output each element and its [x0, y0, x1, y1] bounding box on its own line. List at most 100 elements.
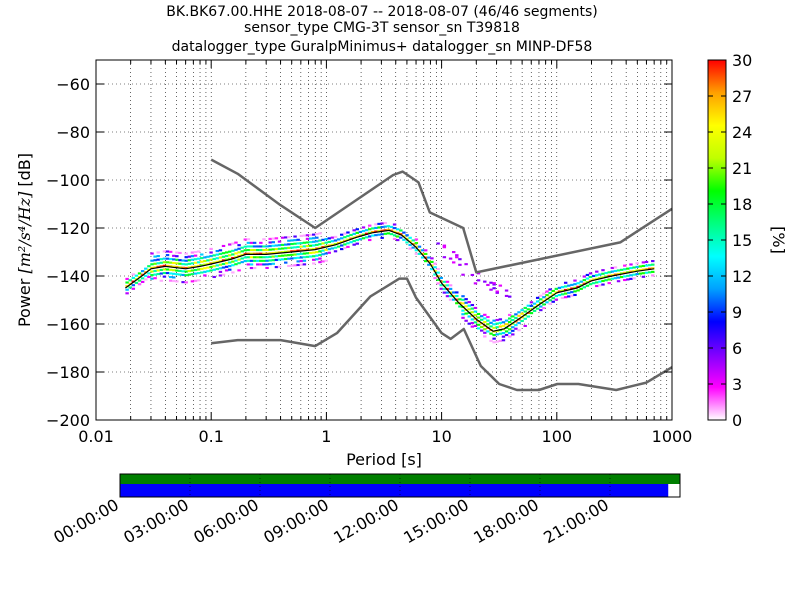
psd-cell — [287, 257, 291, 260]
psd-cell — [520, 312, 524, 315]
psd-cell — [619, 268, 624, 271]
psd-cell — [193, 254, 198, 257]
psd-cell — [380, 233, 384, 236]
psd-cell — [153, 259, 157, 262]
psd-cell — [144, 267, 148, 270]
x-tick-label: 1 — [321, 427, 331, 446]
psd-cell — [243, 260, 248, 263]
psd-cell — [595, 270, 599, 273]
psd-cell — [638, 265, 643, 268]
psd-cell — [417, 249, 422, 252]
psd-cell — [455, 254, 459, 257]
psd-cell — [514, 316, 518, 319]
psd-cell — [290, 253, 294, 256]
y-tick-label: −200 — [46, 411, 90, 430]
psd-cell — [318, 243, 322, 246]
psd-cell — [221, 262, 226, 266]
psd-cell — [517, 314, 521, 317]
psd-cell — [392, 237, 397, 240]
psd-cell — [340, 248, 344, 251]
psd-cell — [439, 287, 443, 290]
psd-cell — [296, 238, 300, 241]
psd-cell — [458, 263, 462, 266]
psd-cell — [473, 321, 478, 324]
psd-cell — [399, 236, 403, 239]
psd-cell — [150, 259, 154, 262]
psd-cell — [231, 264, 235, 267]
psd-cell — [567, 295, 571, 298]
psd-cell — [383, 221, 387, 225]
psd-cell — [430, 257, 434, 260]
psd-cell — [271, 251, 276, 255]
psd-cell — [203, 259, 207, 263]
psd-cell — [483, 320, 487, 324]
psd-cell — [277, 254, 282, 258]
psd-cell — [312, 237, 316, 240]
psd-cell — [396, 228, 400, 231]
psd-cell — [175, 255, 179, 258]
psd-cell — [486, 319, 490, 322]
psd-cell — [284, 261, 288, 264]
psd-cell — [333, 243, 338, 246]
psd-cell — [302, 248, 307, 252]
psd-cell — [181, 273, 185, 276]
psd-cell — [489, 325, 493, 328]
psd-cell — [598, 277, 602, 280]
psd-cell — [206, 270, 210, 273]
psd-cell — [240, 250, 244, 253]
psd-cell — [346, 245, 350, 248]
time-tick-label: 21:00:00 — [540, 495, 612, 547]
psd-cell — [175, 262, 179, 265]
psd-cell — [178, 269, 182, 273]
psd-cell — [595, 284, 599, 288]
psd-cell — [492, 334, 496, 337]
psd-cell — [588, 283, 593, 286]
psd-cell — [492, 326, 496, 329]
psd-cell — [445, 287, 450, 291]
psd-cell — [542, 292, 546, 295]
psd-cell — [498, 325, 503, 328]
psd-cell — [280, 247, 285, 250]
psd-cell — [607, 282, 611, 285]
psd-cell — [470, 273, 475, 277]
psd-cell — [361, 237, 366, 240]
psd-cell — [507, 321, 512, 324]
psd-cell — [458, 298, 462, 301]
psd-cell — [479, 318, 484, 321]
psd-cell — [368, 224, 372, 227]
psd-cell — [137, 279, 142, 282]
psd-cell — [287, 243, 291, 246]
psd-cell — [514, 313, 518, 316]
psd-cell — [535, 300, 540, 303]
psd-cell — [414, 245, 419, 248]
psd-cell — [268, 263, 272, 266]
psd-cell — [246, 252, 251, 255]
psd-cell — [234, 255, 238, 259]
psd-cell — [442, 256, 447, 259]
psd-cell — [277, 244, 282, 247]
psd-cell — [585, 284, 590, 287]
psd-cell — [638, 268, 643, 272]
psd-cell — [616, 269, 621, 272]
psd-cell — [604, 271, 608, 275]
psd-cell — [532, 302, 537, 305]
psd-cell — [200, 260, 204, 263]
colorbar-tick-label: 30 — [732, 51, 752, 70]
psd-cell — [551, 289, 555, 293]
psd-cell — [187, 270, 192, 273]
psd-cell — [299, 245, 303, 248]
psd-cell — [293, 264, 297, 267]
psd-cell — [159, 268, 164, 271]
psd-cell — [517, 311, 521, 314]
psd-cell — [374, 234, 378, 237]
psd-cell — [140, 270, 145, 273]
psd-cell — [259, 249, 263, 252]
psd-cell — [190, 273, 195, 276]
psd-cell — [364, 232, 369, 235]
psd-cell — [212, 254, 216, 257]
psd-cell — [405, 237, 409, 240]
psd-cell — [439, 276, 443, 280]
psd-cell — [168, 268, 173, 271]
psd-cell — [644, 268, 649, 271]
psd-cell — [579, 287, 583, 290]
